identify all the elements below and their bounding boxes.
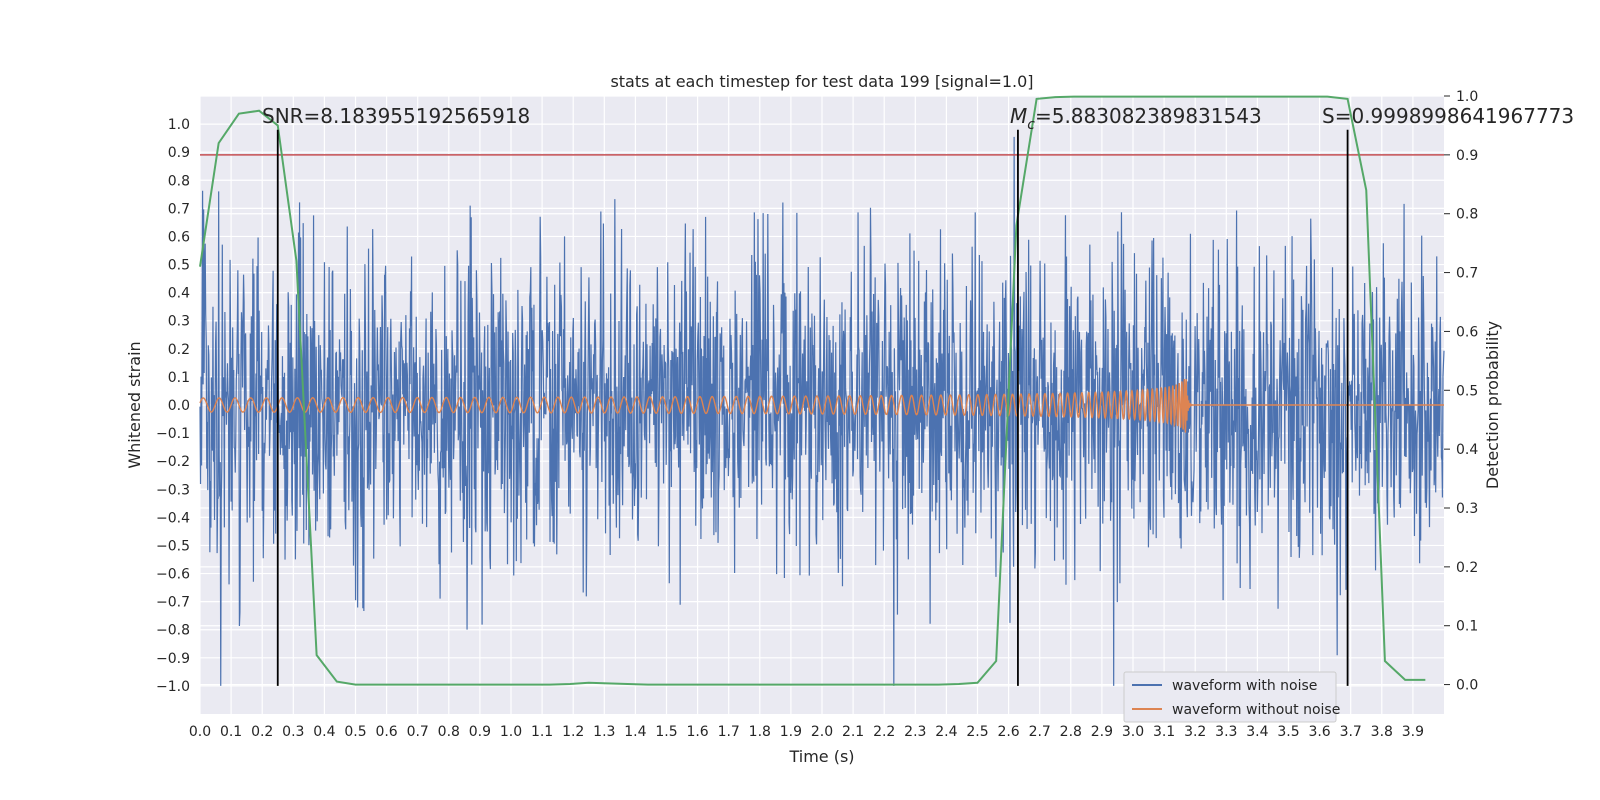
x-tick-label: 0.6: [375, 724, 397, 740]
legend-label-noise: waveform with noise: [1172, 678, 1317, 694]
x-tick-label: 1.4: [624, 724, 646, 740]
y-tick-label: −0.5: [156, 538, 190, 554]
x-axis-label: Time (s): [788, 747, 854, 766]
y-tick-label: 0.3: [168, 314, 190, 330]
x-tick-label: 3.3: [1215, 724, 1237, 740]
x-tick-label: 1.1: [531, 724, 553, 740]
y2-axis-label: Detection probability: [1483, 321, 1502, 489]
x-tick-label: 0.1: [220, 724, 242, 740]
y-tick-label: 0.6: [168, 229, 190, 245]
y2-tick-labels: 0.0 0.1 0.2 0.3 0.4 0.5 0.6 0.7 0.8 0.9 1.0: [1444, 89, 1478, 694]
legend-box: [1123, 671, 1337, 723]
x-tick-label: 0.9: [469, 724, 491, 740]
x-tick-label: 2.3: [904, 724, 926, 740]
mc-annotation: Mc=5.883082389831543: [1010, 104, 1262, 133]
x-tick-label: 3.0: [1122, 724, 1144, 740]
y2-tick-label: 0.6: [1456, 324, 1478, 340]
x-tick-label: 3.5: [1277, 724, 1299, 740]
series-waveform-with-noise: [199, 136, 1445, 686]
y-tick-label: −0.9: [156, 651, 190, 667]
x-tick-label: 2.2: [873, 724, 895, 740]
x-tick-label: 0.8: [438, 724, 460, 740]
y-tick-label: 1.0: [168, 117, 190, 133]
series-waveform-without-noise: [199, 379, 1444, 433]
x-tick-label: 1.2: [562, 724, 584, 740]
x-tick-label: 3.8: [1371, 724, 1393, 740]
y2-tick-label: 0.0: [1456, 678, 1478, 694]
y-tick-label: 0.5: [168, 258, 190, 274]
x-tick-label: 2.0: [811, 724, 833, 740]
y2-tick-label: 1.0: [1456, 89, 1478, 105]
y-tick-label: −0.6: [156, 567, 190, 583]
x-tick-label: 1.7: [718, 724, 740, 740]
x-tick-label: 2.8: [1060, 724, 1082, 740]
y-tick-label: −0.7: [156, 595, 190, 611]
x-tick-label: 3.6: [1308, 724, 1330, 740]
y2-tick-label: 0.8: [1456, 207, 1478, 223]
y2-tick-label: 0.5: [1456, 383, 1478, 399]
x-tick-label: 3.2: [1184, 724, 1206, 740]
clean-waveform-line: [199, 379, 1444, 433]
y2-tick-label: 0.2: [1456, 560, 1478, 576]
x-tick-label: 0.7: [407, 724, 429, 740]
x-tick-label: 2.5: [966, 724, 988, 740]
x-tick-label: 0.4: [313, 724, 335, 740]
chart-title: stats at each timestep for test data 199…: [610, 72, 1033, 91]
annotations: SNR=8.183955192565918 Mc=5.8830823898315…: [262, 104, 1574, 133]
y-tick-label: 0.0: [168, 398, 190, 414]
y-tick-label: 0.7: [168, 201, 190, 217]
x-tick-label: 3.1: [1153, 724, 1175, 740]
x-tick-label: 2.6: [997, 724, 1019, 740]
x-tick-label: 0.3: [282, 724, 304, 740]
y2-tick-label: 0.3: [1456, 501, 1478, 517]
x-tick-label: 1.0: [500, 724, 522, 740]
x-tick-label: 0.0: [189, 724, 211, 740]
x-tick-label: 0.2: [251, 724, 273, 740]
series-detection-probability: [199, 95, 1426, 686]
legend-label-clean: waveform without noise: [1172, 702, 1340, 718]
noise-line: [199, 136, 1445, 686]
y2-tick-label: 0.7: [1456, 266, 1478, 282]
legend: waveform with noise waveform without noi…: [1123, 671, 1340, 723]
y-tick-label: −0.4: [156, 510, 190, 526]
y-tick-label: 0.8: [168, 173, 190, 189]
x-tick-label: 0.5: [344, 724, 366, 740]
marker-lines: [276, 129, 1349, 686]
x-tick-label: 1.3: [593, 724, 615, 740]
x-tick-label: 2.7: [1029, 724, 1051, 740]
x-tick-label: 3.7: [1340, 724, 1362, 740]
x-tick-label: 2.1: [842, 724, 864, 740]
s-annotation: S=0.9998998641967773: [1322, 104, 1574, 128]
y-tick-label: −0.1: [156, 426, 190, 442]
y-tick-label: 0.2: [168, 342, 190, 358]
probability-line: [199, 95, 1426, 686]
y-tick-labels: 1.0 0.9 0.8 0.7 0.6 0.5 0.4 0.3 0.2 0.1 0.0 −0.1 −0.…: [156, 117, 190, 695]
y-tick-label: 0.4: [168, 286, 190, 302]
y2-tick-label: 0.9: [1456, 148, 1478, 164]
y2-tick-label: 0.1: [1456, 619, 1478, 635]
x-tick-label: 3.9: [1402, 724, 1424, 740]
y-tick-label: −0.8: [156, 623, 190, 639]
x-tick-labels: 0.0 0.1 0.2 0.3 0.4 0.5 0.6 0.7 0.8 0.9 1.0 1.1 1.2 1…: [189, 724, 1424, 740]
x-tick-label: 1.6: [686, 724, 708, 740]
y-tick-label: −0.3: [156, 482, 190, 498]
x-tick-label: 2.4: [935, 724, 957, 740]
y-tick-label: 0.1: [168, 370, 190, 386]
x-tick-label: 1.9: [780, 724, 802, 740]
snr-annotation: SNR=8.183955192565918: [262, 104, 530, 128]
y-axis-label: Whitened strain: [125, 341, 144, 468]
x-tick-label: 2.9: [1091, 724, 1113, 740]
x-tick-label: 1.5: [655, 724, 677, 740]
y2-tick-label: 0.4: [1456, 442, 1478, 458]
y-tick-label: −1.0: [156, 679, 190, 695]
x-tick-label: 3.4: [1246, 724, 1268, 740]
x-tick-label: 1.8: [749, 724, 771, 740]
y-tick-label: 0.9: [168, 145, 190, 161]
y-tick-label: −0.2: [156, 454, 190, 470]
